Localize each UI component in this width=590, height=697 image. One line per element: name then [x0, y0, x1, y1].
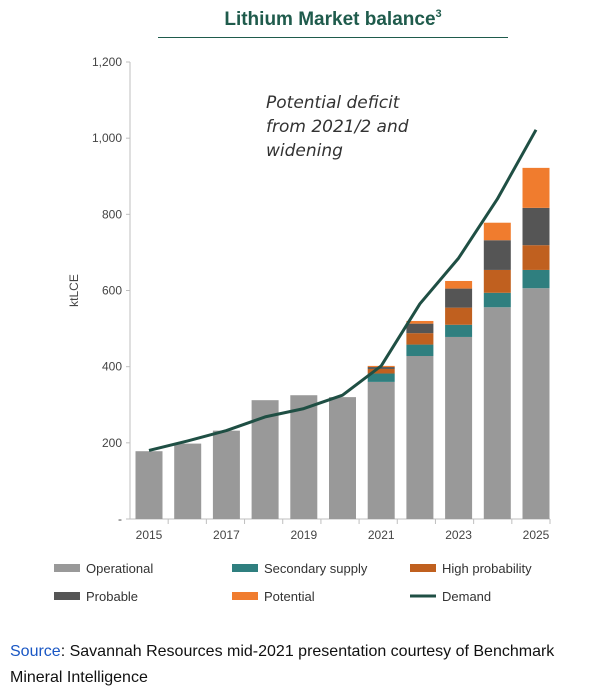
chart-annotation: from 2021/2 and: [266, 117, 409, 137]
bar-high-probability: [445, 307, 473, 325]
title-underline: [158, 37, 508, 38]
x-tick-label: 2017: [213, 528, 240, 542]
bar-operational: [367, 381, 395, 519]
chart-title: Lithium Market balance3: [224, 4, 441, 31]
y-tick-label: -: [118, 512, 122, 526]
source-note: Source: Savannah Resources mid-2021 pres…: [10, 639, 570, 691]
demand-line: [148, 129, 538, 452]
bar-operational: [329, 397, 356, 519]
legend-label-operational: Operational: [86, 561, 153, 576]
legend-label-secondary-supply: Secondary supply: [264, 561, 368, 576]
bar-operational: [212, 430, 240, 519]
y-tick-label: 400: [102, 360, 122, 374]
x-tick-label: 2023: [445, 528, 472, 542]
y-tick-label: 1,000: [92, 131, 122, 145]
x-tick-label: 2025: [523, 528, 550, 542]
bar-operational: [522, 288, 550, 519]
bar-potential: [406, 320, 434, 324]
legend-label-potential: Potential: [264, 589, 315, 604]
legend-swatch-high-probability: [410, 564, 436, 572]
bar-probable: [522, 207, 550, 246]
y-tick-label: 1,200: [92, 55, 122, 69]
chart-annotation: Potential deficit: [266, 93, 401, 113]
bar-operational: [483, 307, 511, 519]
chart-title-block: Lithium Market balance3: [158, 4, 508, 38]
chart-annotation: widening: [266, 141, 343, 161]
bar-high-probability: [483, 269, 511, 293]
x-tick-label: 2019: [290, 528, 317, 542]
chart: - 200 400 600 800 1,000 1,200 ktLCE 2015 2017 2019…: [54, 55, 551, 604]
y-axis-title: ktLCE: [67, 274, 81, 307]
y-tick-label: 800: [102, 207, 122, 221]
legend-swatch-potential: [232, 592, 258, 600]
bar-high-probability: [367, 368, 395, 374]
x-tick-label: 2015: [136, 528, 163, 542]
source-link[interactable]: Source: [10, 643, 61, 660]
y-tick-label: 600: [102, 284, 122, 298]
bar-probable: [406, 323, 434, 334]
bar-secondary-supply: [445, 324, 473, 337]
bar-operational: [135, 451, 163, 519]
chart-title-superscript: 3: [435, 8, 442, 20]
legend-label-high-probability: High probability: [442, 561, 532, 576]
bar-high-probability: [522, 245, 550, 270]
bar-potential: [483, 222, 511, 241]
x-tick-label: 2021: [368, 528, 395, 542]
bar-secondary-supply: [367, 373, 395, 382]
legend-label-demand: Demand: [442, 589, 491, 604]
bar-probable: [367, 367, 395, 369]
bar-operational: [445, 336, 473, 519]
bar-secondary-supply: [406, 344, 434, 357]
bar-operational: [174, 443, 202, 519]
legend-swatch-secondary-supply: [232, 564, 258, 572]
bar-operational: [290, 395, 318, 519]
source-text: : Savannah Resources mid-2021 presentati…: [10, 643, 555, 686]
legend-swatch-probable: [54, 592, 80, 600]
y-tick-label: 200: [102, 436, 122, 450]
bar-probable: [445, 288, 473, 308]
bar-potential: [445, 280, 473, 289]
legend-swatch-operational: [54, 564, 80, 572]
bar-probable: [483, 240, 511, 270]
legend-label-probable: Probable: [86, 589, 138, 604]
bar-high-probability: [406, 333, 434, 345]
bar-potential: [522, 167, 550, 208]
bar-operational: [406, 356, 434, 519]
bar-secondary-supply: [522, 269, 550, 289]
chart-title-text: Lithium Market balance: [224, 9, 436, 30]
bar-secondary-supply: [483, 292, 511, 308]
